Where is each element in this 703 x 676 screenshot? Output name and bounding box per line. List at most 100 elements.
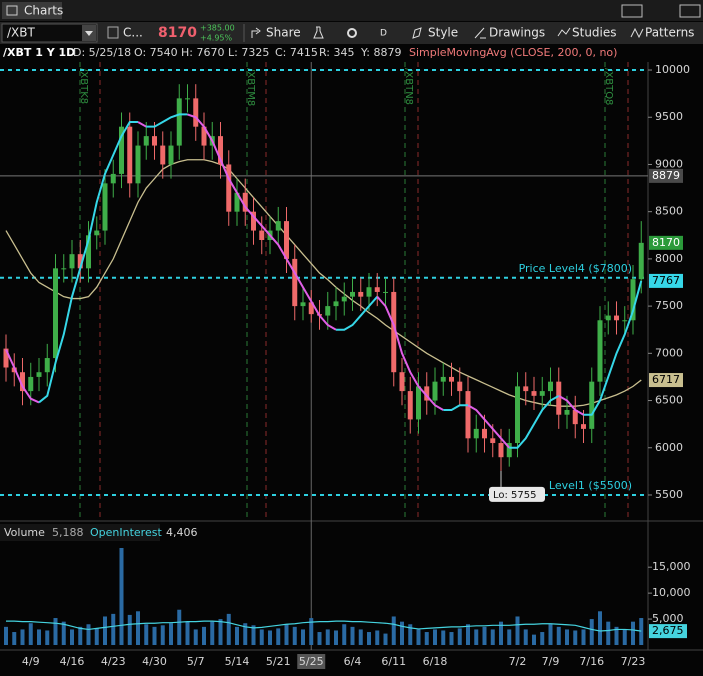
volume-bar <box>548 624 553 645</box>
candle-body <box>127 126 133 184</box>
candle-body <box>589 381 595 429</box>
volume-bar <box>276 628 281 645</box>
volume-bar <box>556 626 561 645</box>
volume-bar <box>391 616 396 645</box>
candle-body <box>251 211 256 231</box>
tab-label: Charts <box>24 4 63 18</box>
y-tick-label: 5,000 <box>652 612 684 625</box>
candle-body <box>218 136 223 165</box>
candle-body <box>506 443 512 458</box>
share-button[interactable]: Share <box>266 26 301 40</box>
candle-body <box>498 443 504 458</box>
candle-body <box>614 315 619 321</box>
patterns-button[interactable]: Patterns <box>645 26 694 40</box>
settings-icon[interactable] <box>347 28 357 38</box>
volume-bar <box>185 621 190 645</box>
candle-body <box>523 386 529 392</box>
candle-body <box>391 291 397 373</box>
candle-body <box>201 126 207 146</box>
window-button[interactable] <box>679 4 701 18</box>
menu[interactable]: C... <box>123 26 143 40</box>
volume-bar <box>301 629 305 645</box>
volume-bar <box>581 629 586 645</box>
volume-bar <box>210 621 215 645</box>
symbol: /XBT <box>7 26 35 40</box>
drawings-icon <box>474 27 486 39</box>
volume-bar <box>169 623 173 645</box>
selected-date-box <box>297 654 326 669</box>
y-tick-label: 8000 <box>655 252 683 265</box>
x-tick-label: 5/25 <box>299 655 324 668</box>
candle-body <box>36 372 42 377</box>
volume-bar <box>4 626 8 645</box>
fast-average <box>336 296 379 331</box>
symbol-box[interactable] <box>1 23 98 43</box>
candle-body <box>284 221 289 259</box>
candle-body <box>53 268 58 359</box>
volume-bar <box>433 629 437 645</box>
expiration-label: /XBTM8 <box>245 68 256 106</box>
info-year: Y: 8879 <box>360 46 401 59</box>
candle-body <box>449 376 454 382</box>
info-range: R: 345 <box>319 46 355 59</box>
volume-bar <box>78 626 83 645</box>
axis-value-box <box>649 373 683 388</box>
volume-bar <box>400 621 404 645</box>
candle-body <box>366 287 372 297</box>
candle-body <box>300 302 306 307</box>
y-tick-label: 7500 <box>655 299 683 312</box>
candle-body <box>176 98 182 146</box>
flask-icon[interactable] <box>313 26 324 39</box>
candle-body <box>226 164 232 212</box>
volume-bar <box>28 623 33 645</box>
volume-bar <box>20 629 25 645</box>
volume-bar <box>334 630 338 645</box>
axis-value-box <box>649 235 683 250</box>
period[interactable]: D <box>380 29 387 39</box>
candle-body <box>622 320 628 322</box>
y-tick-label: 10,000 <box>652 586 691 599</box>
expiration-label: /XBTN8 <box>403 68 414 105</box>
candle-body <box>556 381 562 415</box>
candle-body <box>160 145 166 165</box>
volume-bar <box>243 623 248 645</box>
fast-average <box>376 296 444 411</box>
volume-bar <box>127 614 132 645</box>
legend-volume-value: 5,188 <box>52 526 84 539</box>
style-icon <box>412 27 422 39</box>
candle-body <box>374 287 380 292</box>
price-level-label: Price Level4 ($7800) <box>519 262 632 275</box>
studies-button[interactable]: Studies <box>572 26 617 40</box>
volume-bar <box>284 624 289 645</box>
y-tick-label: 15,000 <box>652 560 691 573</box>
volume-bar <box>251 625 256 645</box>
info-date: D: 5/25/18 <box>73 46 131 59</box>
volume-bar <box>449 632 454 645</box>
legend-open-interest: OpenInterest <box>90 526 162 539</box>
volume-bar <box>622 629 627 645</box>
candle-body <box>119 126 124 174</box>
x-tick-label: 6/18 <box>423 655 448 668</box>
menu-icon <box>107 26 119 39</box>
x-tick-label: 7/23 <box>621 655 646 668</box>
volume-bar <box>573 630 578 645</box>
window-button[interactable] <box>621 4 643 18</box>
title-bar <box>0 0 703 21</box>
expiration-label: /XBTK8 <box>78 68 89 104</box>
studies-icon <box>557 27 571 37</box>
info-symbol: /XBT 1 Y 1D <box>3 46 75 59</box>
style-button[interactable]: Style <box>428 26 458 40</box>
drawings-button[interactable]: Drawings <box>489 26 545 40</box>
fast-average <box>38 120 138 404</box>
candle-body <box>3 348 9 368</box>
volume-bar <box>598 611 602 645</box>
fast-average <box>146 113 188 128</box>
candle-body <box>77 254 83 269</box>
x-tick-label: 4/16 <box>60 655 85 668</box>
candle-body <box>234 192 240 212</box>
share-icon <box>251 27 261 38</box>
volume-bar <box>309 618 314 645</box>
x-tick-label: 4/9 <box>22 655 40 668</box>
candle-body <box>515 386 520 444</box>
candle-body <box>61 268 67 270</box>
